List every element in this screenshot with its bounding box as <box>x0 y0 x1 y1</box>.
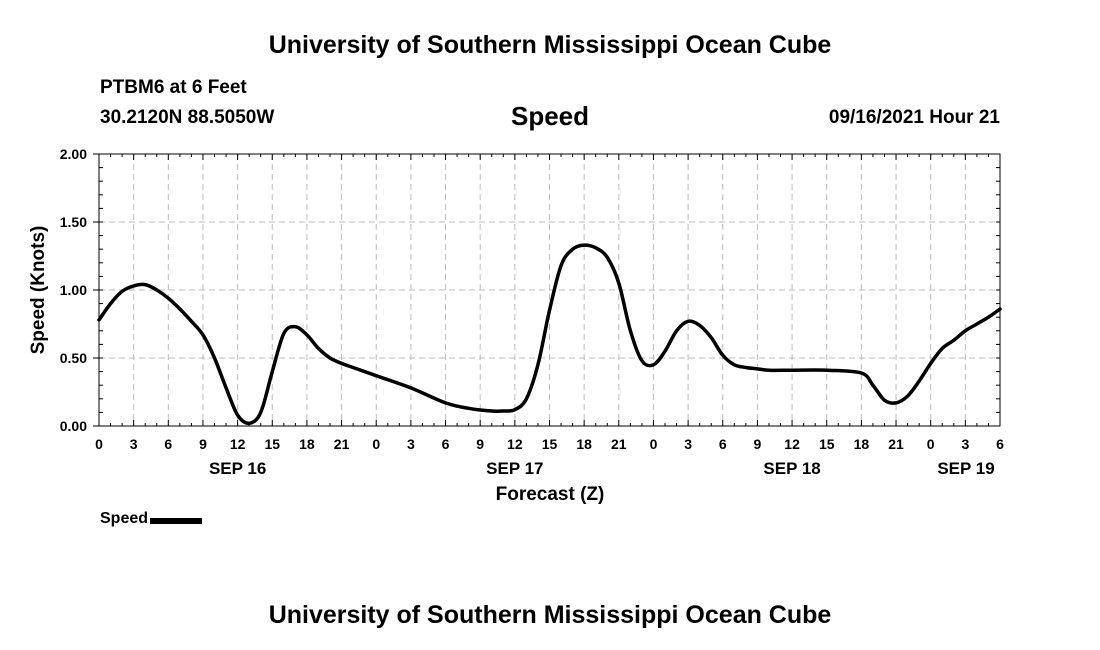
x-tick-label: 6 <box>442 436 450 452</box>
x-tick-label: 0 <box>927 436 935 452</box>
x-axis-label: Forecast (Z) <box>496 484 605 505</box>
x-tick-label: 12 <box>784 436 800 452</box>
chart-title: Speed <box>510 101 590 131</box>
x-tick-label: 9 <box>199 436 207 452</box>
x-tick-label: 21 <box>334 436 350 452</box>
legend-line-swatch <box>150 517 203 524</box>
x-tick-label: 0 <box>650 436 658 452</box>
x-tick-label: 0 <box>95 436 103 452</box>
x-tick-label: 21 <box>888 436 904 452</box>
x-tick-label: 6 <box>719 436 727 452</box>
coordinates-label: 30.2120N 88.5050W <box>100 107 275 128</box>
x-tick-label: 15 <box>819 436 835 452</box>
date-label: SEP 19 <box>937 459 994 478</box>
station-label: PTBM6 at 6 Feet <box>100 77 247 98</box>
y-tick-label: 0.50 <box>60 350 87 366</box>
grid <box>99 154 1000 426</box>
x-tick-label: 3 <box>407 436 415 452</box>
x-tick-label: 9 <box>476 436 484 452</box>
x-tick-label: 18 <box>854 436 870 452</box>
tick-labels: 0 3 6 9 12 15 18 21 0 3 6 9 12 15 18 21 0 3 6 9 12 15 18 21 0 3 6 0… <box>60 146 1004 478</box>
x-tick-label: 21 <box>611 436 627 452</box>
x-tick-label: 15 <box>542 436 558 452</box>
x-tick-label: 3 <box>130 436 138 452</box>
y-axis-label: Speed (Knots) <box>28 226 49 355</box>
legend-label: Speed <box>100 510 149 527</box>
x-tick-label: 3 <box>961 436 969 452</box>
series-layer <box>97 243 1002 426</box>
y-tick-label: 1.00 <box>60 282 87 298</box>
legend: Speed <box>100 510 203 528</box>
ticks <box>93 153 1001 427</box>
top-title: University of Southern Mississippi Ocean… <box>268 31 832 59</box>
date-label: SEP 17 <box>486 459 543 478</box>
x-tick-label: 9 <box>754 436 762 452</box>
x-tick-label: 6 <box>996 436 1004 452</box>
x-tick-label: 6 <box>164 436 172 452</box>
y-tick-label: 2.00 <box>60 146 87 162</box>
x-tick-label: 18 <box>299 436 315 452</box>
speed-series-line <box>97 243 1002 426</box>
y-tick-label: 1.50 <box>60 214 87 230</box>
date-label: SEP 16 <box>209 459 266 478</box>
datetime-label: 09/16/2021 Hour 21 <box>828 107 1000 128</box>
x-tick-label: 12 <box>507 436 523 452</box>
x-tick-label: 12 <box>230 436 246 452</box>
x-tick-label: 15 <box>264 436 280 452</box>
y-tick-label: 0.00 <box>60 418 87 434</box>
x-tick-label: 0 <box>372 436 380 452</box>
date-label: SEP 18 <box>763 459 820 478</box>
x-tick-label: 3 <box>684 436 692 452</box>
x-tick-label: 18 <box>576 436 592 452</box>
bottom-title: University of Southern Mississippi Ocean… <box>268 601 832 629</box>
